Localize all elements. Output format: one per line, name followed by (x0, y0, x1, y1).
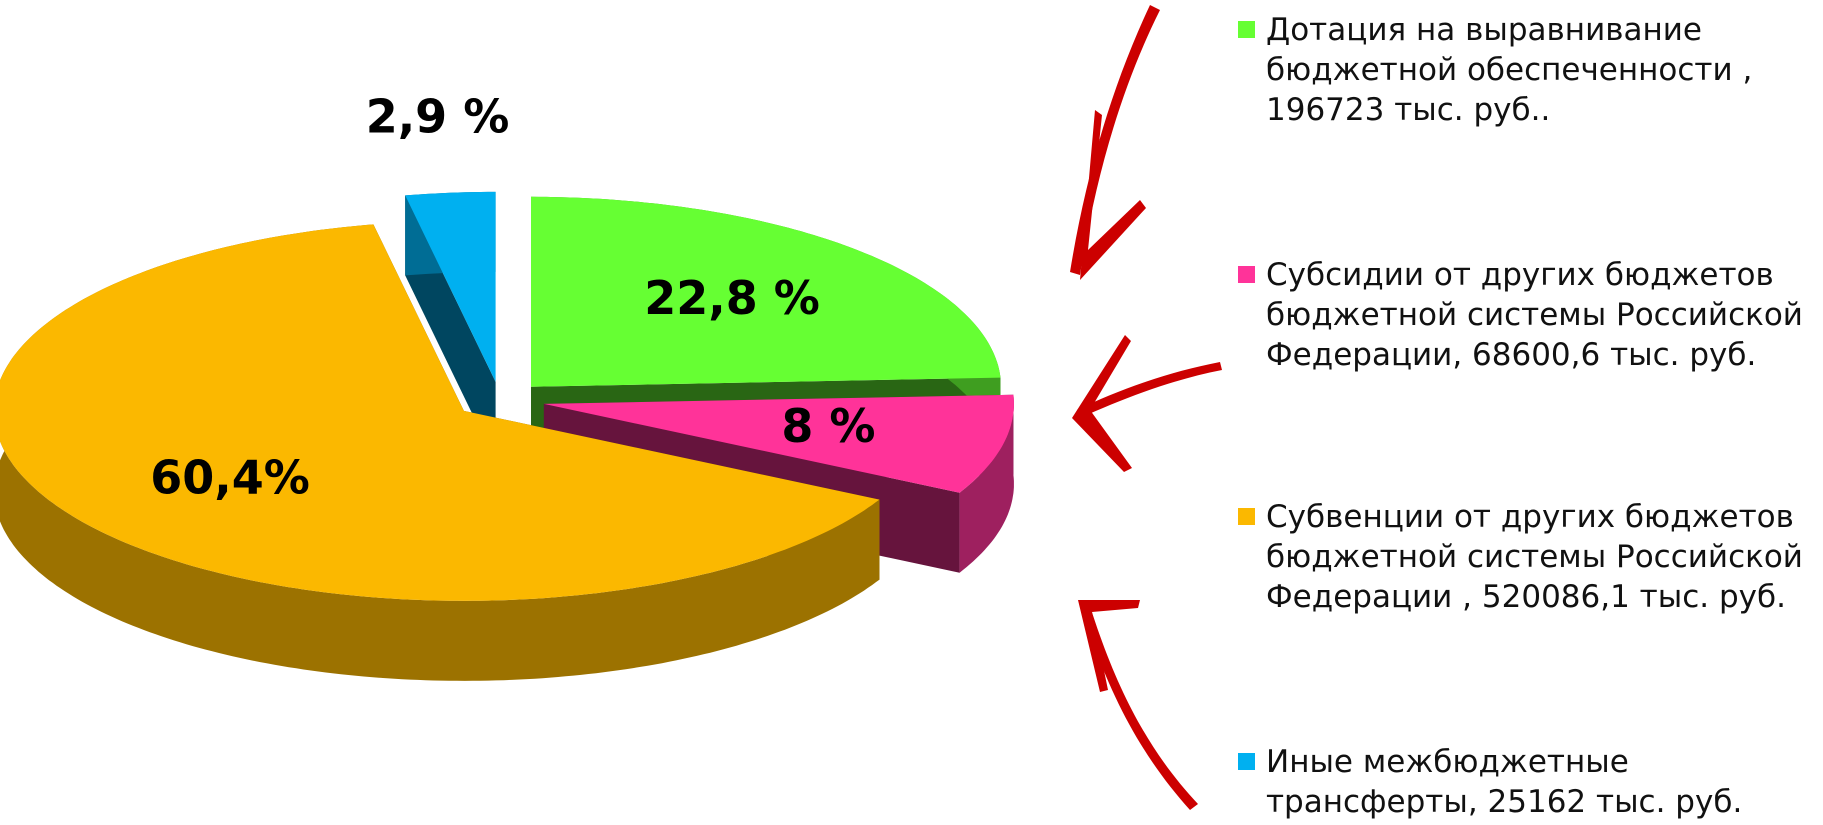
pie-chart: 22,8 % 8 % 60,4% 2,9 % (0, 89, 1014, 681)
legend-label: Дотация на выравнивание бюджетной обеспе… (1266, 12, 1753, 128)
slice (405, 191, 496, 382)
legend-swatch (1238, 753, 1255, 770)
legend-label: Субвенции от других бюджетов бюджетной с… (1266, 499, 1803, 615)
legend-item: Субвенции от других бюджетов бюджетной с… (1238, 497, 1818, 617)
slice (0, 224, 880, 601)
slice-label: 2,9 % (366, 89, 510, 143)
legend-item: Иные межбюджетные трансферты, 25162 тыс.… (1238, 742, 1818, 822)
legend-label: Иные межбюджетные трансферты, 25162 тыс.… (1266, 744, 1743, 820)
slice (531, 196, 1001, 387)
legend-swatch (1238, 266, 1255, 283)
slice-label: 60,4% (150, 451, 310, 505)
slice (543, 394, 1014, 493)
legend-label: Субсидии от других бюджетов бюджетной си… (1266, 257, 1803, 373)
slice-label: 8 % (781, 399, 875, 453)
slice-label: 22,8 % (644, 271, 820, 325)
legend-swatch (1238, 21, 1255, 38)
legend-item: Дотация на выравнивание бюджетной обеспе… (1238, 10, 1818, 130)
slice-side (959, 394, 1014, 573)
legend-item: Субсидии от других бюджетов бюджетной си… (1238, 255, 1818, 375)
legend-swatch (1238, 508, 1255, 525)
